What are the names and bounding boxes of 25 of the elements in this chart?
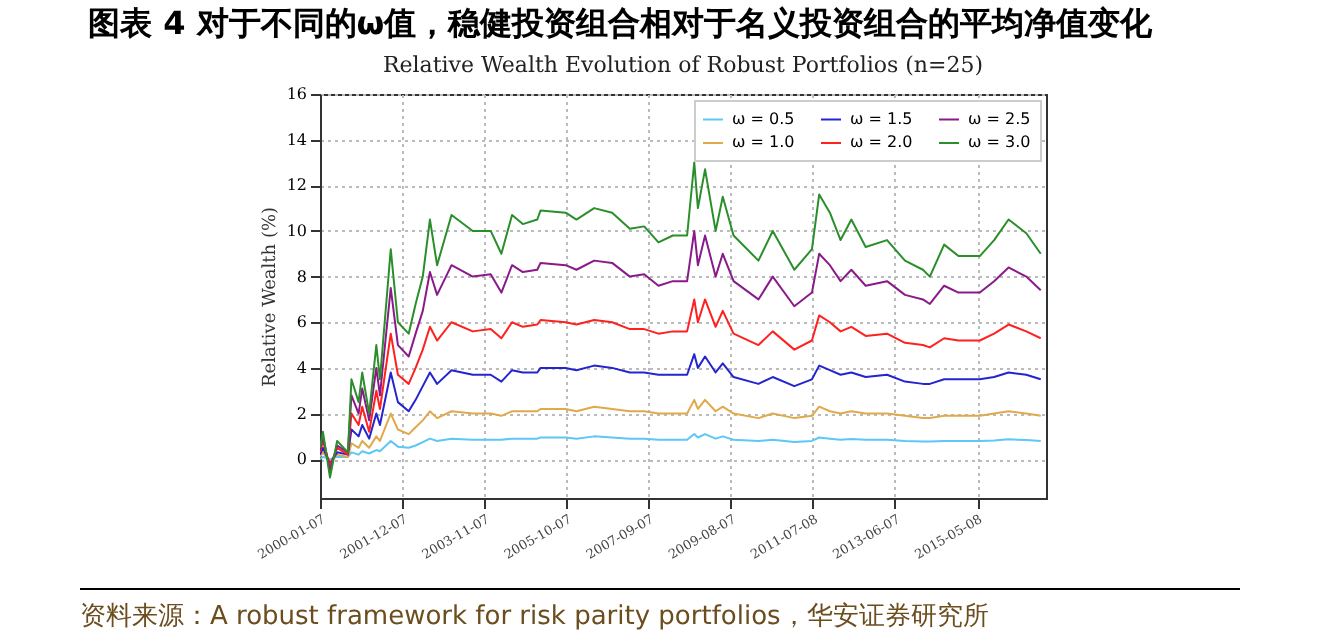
y-tick-label: 16 — [286, 85, 307, 103]
legend-label: ω = 2.5 — [968, 109, 1031, 128]
legend-label: ω = 1.0 — [732, 133, 795, 151]
y-tick-label: 4 — [296, 358, 307, 377]
text: 资料来源：A robust framework for risk parity portfolios，华安证券研究所 — [80, 588, 1240, 634]
line-series — [320, 298, 1042, 468]
legend-label: ω = 3.0 — [968, 133, 1031, 151]
legend-label: ω = 1.5 — [850, 109, 913, 128]
line-series — [320, 161, 1042, 479]
chart-title: 图表 4 对于不同的ω值，稳健投资组合相对于名义投资组合的平均净值变化 — [88, 4, 1248, 54]
y-tick-label: 14 — [286, 130, 307, 149]
y-tick-label: 12 — [286, 176, 307, 195]
y-tick-label: 10 — [286, 221, 307, 240]
line-series — [320, 229, 1042, 472]
legend-label: ω = 2.0 — [850, 133, 913, 151]
chart-subtitle: Relative Wealth Evolution of Robust Portfolios (n=25) — [382, 52, 984, 78]
y-tick-label: 0 — [296, 450, 307, 469]
y-axis-title: Relative Wealth (%) — [260, 206, 281, 388]
line-series — [320, 398, 1042, 463]
line-series — [320, 353, 1042, 465]
y-tick-label: 8 — [296, 267, 307, 286]
y-tick-label: 6 — [296, 313, 307, 332]
legend-label: ω = 0.5 — [732, 109, 795, 128]
y-tick-label: 2 — [296, 404, 307, 423]
line-series — [320, 433, 1042, 461]
